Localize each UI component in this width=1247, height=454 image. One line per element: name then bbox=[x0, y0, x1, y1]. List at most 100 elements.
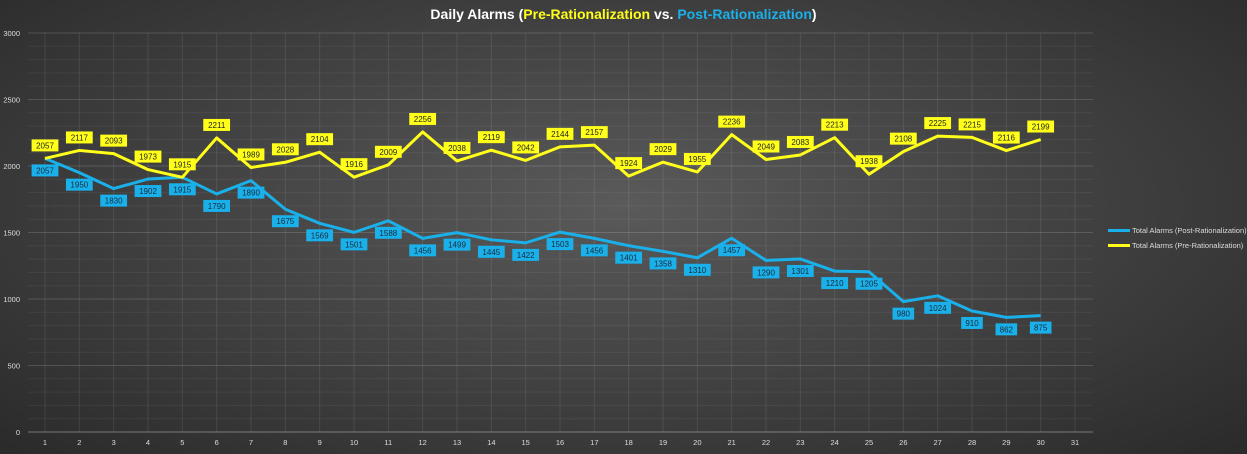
data-label-bg-pre bbox=[683, 152, 711, 165]
data-label-bg-pre bbox=[271, 143, 299, 156]
data-label-post: 1310 bbox=[688, 266, 706, 275]
data-label-bg-pre bbox=[134, 150, 162, 163]
data-label-bg-pre bbox=[1027, 120, 1055, 133]
data-label-post: 875 bbox=[1034, 324, 1048, 333]
x-tick-label: 4 bbox=[146, 438, 150, 447]
y-tick-label: 3000 bbox=[3, 29, 20, 38]
y-tick-label: 2500 bbox=[3, 96, 20, 105]
data-label-bg-pre bbox=[477, 131, 505, 144]
data-label-bg-post bbox=[134, 185, 162, 198]
data-label-post: 1569 bbox=[311, 231, 329, 240]
x-tick-label: 6 bbox=[215, 438, 219, 447]
data-label-bg-post bbox=[477, 245, 505, 258]
data-label-bg-post bbox=[1029, 321, 1052, 334]
data-label-pre: 2038 bbox=[448, 144, 466, 153]
data-label-bg-pre bbox=[512, 141, 540, 154]
data-label-post: 1902 bbox=[139, 187, 157, 196]
data-label-bg-pre bbox=[65, 131, 93, 144]
data-label-bg-pre bbox=[924, 117, 952, 130]
data-label-pre: 2093 bbox=[105, 137, 123, 146]
x-tick-label: 26 bbox=[899, 438, 907, 447]
data-label-pre: 1915 bbox=[173, 160, 191, 169]
data-label-post: 1675 bbox=[276, 217, 294, 226]
x-tick-label: 20 bbox=[693, 438, 701, 447]
data-label-post: 862 bbox=[1000, 325, 1014, 334]
data-label-pre: 2236 bbox=[723, 118, 741, 127]
data-label-bg-post bbox=[65, 178, 93, 191]
data-label-pre: 2116 bbox=[998, 134, 1016, 143]
x-tick-label: 29 bbox=[1002, 438, 1010, 447]
x-tick-label: 28 bbox=[968, 438, 976, 447]
data-label-bg-post bbox=[512, 248, 540, 261]
data-label-post: 1456 bbox=[414, 246, 432, 255]
data-label-pre: 2029 bbox=[654, 145, 672, 154]
x-tick-label: 25 bbox=[865, 438, 873, 447]
data-label-post: 1205 bbox=[860, 280, 878, 289]
data-label-bg-pre bbox=[340, 158, 368, 171]
x-tick-label: 1 bbox=[43, 438, 47, 447]
data-label-post: 1456 bbox=[585, 246, 603, 255]
data-label-pre: 2213 bbox=[826, 121, 844, 130]
data-label-pre: 2049 bbox=[757, 142, 775, 151]
data-label-bg-post bbox=[31, 164, 59, 177]
title-post: Post-Rationalization bbox=[677, 6, 812, 22]
data-label-bg-pre bbox=[546, 127, 574, 140]
data-label-pre: 2157 bbox=[585, 128, 603, 137]
data-label-bg-post bbox=[340, 238, 368, 251]
data-label-bg-post bbox=[752, 266, 780, 279]
data-label-post: 1024 bbox=[929, 304, 947, 313]
x-tick-label: 16 bbox=[556, 438, 564, 447]
x-tick-label: 30 bbox=[1036, 438, 1044, 447]
y-tick-label: 1500 bbox=[3, 229, 20, 238]
data-label-pre: 2211 bbox=[208, 121, 226, 130]
data-label-bg-post bbox=[271, 215, 299, 228]
series-line-pre bbox=[44, 130, 1042, 179]
data-label-post: 1830 bbox=[105, 197, 123, 206]
x-tick-label: 21 bbox=[727, 438, 735, 447]
data-label-pre: 2057 bbox=[36, 141, 54, 150]
data-label-bg-pre bbox=[237, 148, 265, 161]
x-tick-label: 18 bbox=[624, 438, 632, 447]
x-tick-label: 17 bbox=[590, 438, 598, 447]
data-label-bg-pre bbox=[374, 145, 402, 158]
data-label-pre: 2117 bbox=[71, 133, 89, 142]
data-label-pre: 2225 bbox=[929, 119, 947, 128]
x-tick-label: 12 bbox=[418, 438, 426, 447]
chart-title: Daily Alarms (Pre-Rationalization vs. Po… bbox=[0, 6, 1247, 22]
data-label-pre: 2119 bbox=[483, 133, 501, 142]
data-label-bg-post bbox=[306, 229, 334, 242]
data-label-post: 1890 bbox=[242, 189, 260, 198]
y-tick-label: 2000 bbox=[3, 162, 20, 171]
data-label-post: 1915 bbox=[173, 185, 191, 194]
legend-item-post: Total Alarms (Post-Rationalization) bbox=[1108, 226, 1247, 235]
data-label-pre: 2042 bbox=[517, 143, 535, 152]
data-label-bg-post bbox=[995, 323, 1018, 336]
x-tick-label: 9 bbox=[318, 438, 322, 447]
legend-label-post: Total Alarms (Post-Rationalization) bbox=[1132, 226, 1247, 235]
data-label-bg-pre bbox=[168, 158, 196, 171]
data-label-bg-pre bbox=[958, 118, 986, 131]
data-label-bg-pre bbox=[615, 157, 643, 170]
data-label-pre: 2199 bbox=[1032, 123, 1050, 132]
data-label-pre: 1955 bbox=[688, 155, 706, 164]
data-label-pre: 2083 bbox=[791, 138, 809, 147]
legend-swatch-post bbox=[1108, 229, 1130, 232]
x-tick-label: 5 bbox=[180, 438, 184, 447]
data-label-bg-post bbox=[718, 244, 746, 257]
data-label-post: 2057 bbox=[36, 166, 54, 175]
legend-swatch-pre bbox=[1108, 244, 1130, 247]
data-label-bg-pre bbox=[718, 115, 746, 128]
data-label-post: 1401 bbox=[620, 254, 638, 263]
y-tick-label: 0 bbox=[16, 428, 20, 437]
data-label-pre: 2215 bbox=[963, 120, 981, 129]
data-label-bg-pre bbox=[443, 141, 471, 154]
data-label-bg-pre bbox=[580, 126, 608, 139]
data-label-post: 1301 bbox=[791, 267, 809, 276]
data-label-bg-pre bbox=[821, 118, 849, 131]
x-tick-label: 23 bbox=[796, 438, 804, 447]
x-tick-label: 7 bbox=[249, 438, 253, 447]
y-tick-label: 500 bbox=[7, 362, 20, 371]
data-label-pre: 2009 bbox=[379, 148, 397, 157]
data-label-bg-post bbox=[961, 316, 983, 329]
